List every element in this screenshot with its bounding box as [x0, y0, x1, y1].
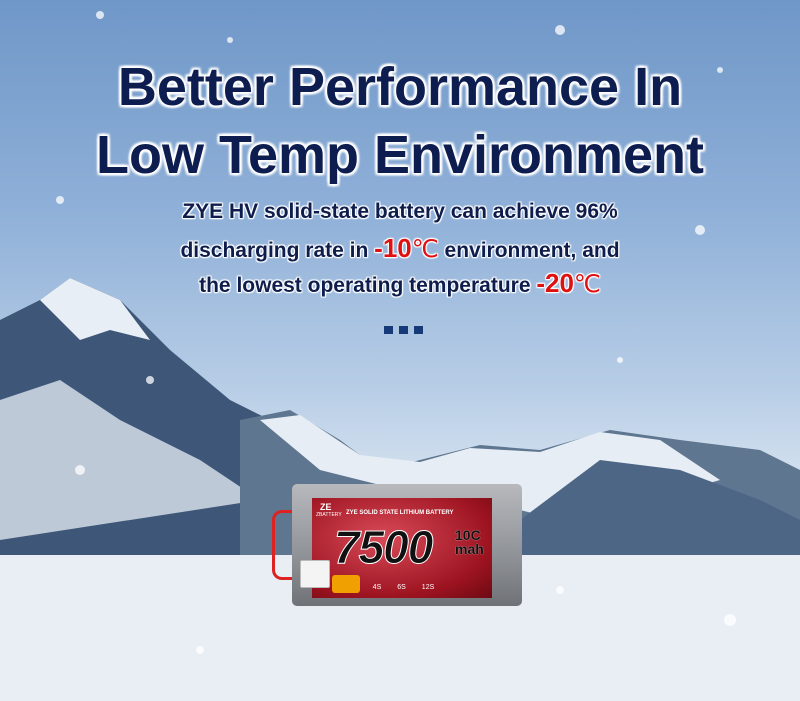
unit: mah [455, 541, 484, 557]
description-line-2: discharging rate in -10℃ environment, an… [0, 233, 800, 264]
battery-wire [272, 510, 294, 580]
cell-option: 6S [397, 584, 406, 591]
brand-logo: ZE [320, 502, 332, 512]
battery-model: ZYE SOLID STATE LITHIUM BATTERY [346, 510, 454, 516]
text: environment, and [438, 239, 620, 262]
text: discharging rate in [180, 239, 375, 262]
description-line-1: ZYE HV solid-state battery can achieve 9… [182, 200, 618, 223]
ellipsis-dots [384, 326, 423, 334]
description-line-3: the lowest operating temperature -20℃ [0, 268, 800, 299]
celsius-unit: ℃ [411, 236, 439, 263]
rate: 10C [455, 527, 481, 543]
text: the lowest operating temperature [199, 274, 537, 297]
celsius-unit: ℃ [573, 271, 601, 298]
balance-plug [300, 560, 330, 588]
temperature-value: -20 [536, 268, 574, 298]
cell-option: 12S [421, 584, 435, 591]
headline-line-2: Low Temp Environment [95, 125, 705, 185]
battery-rate: 10C mah [455, 528, 484, 556]
temperature-value: -10 [374, 233, 412, 263]
xt-connector [332, 575, 360, 593]
cell-option: 4S [372, 584, 382, 591]
brand-name: ZBATTERY [316, 512, 342, 518]
headline-line-1: Better Performance In [117, 57, 683, 117]
battery-capacity: 7500 [333, 521, 433, 574]
cell-options: S 4S 6S 12S [352, 584, 434, 591]
